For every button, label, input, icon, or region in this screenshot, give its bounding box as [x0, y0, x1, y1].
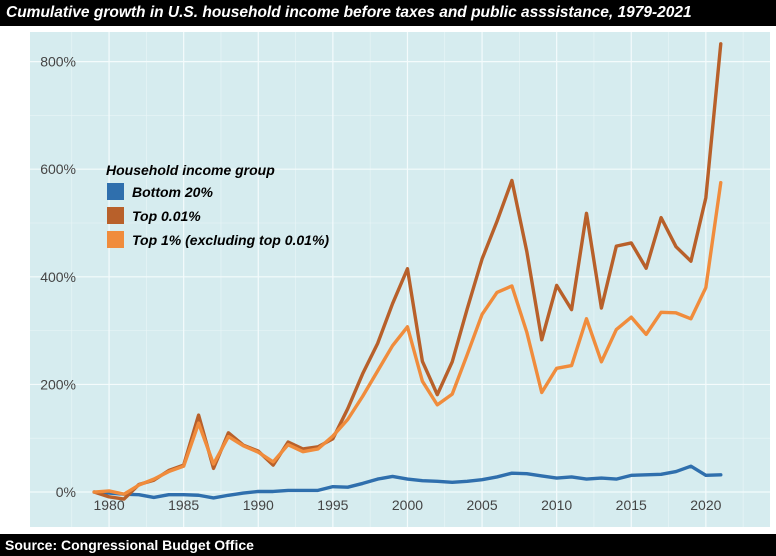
- chart-title: Cumulative growth in U.S. household inco…: [0, 0, 776, 26]
- x-tick-label: 1985: [168, 497, 199, 513]
- x-tick-label: 1980: [93, 497, 124, 513]
- legend-swatch: [107, 231, 124, 248]
- legend-label: Bottom 20%: [132, 184, 213, 200]
- x-tick-label: 2020: [690, 497, 721, 513]
- x-tick-label: 1990: [243, 497, 274, 513]
- axis-tick-labels: 0% 200% 400% 600% 800% 1980 1985 1990 1995 2000 20…: [40, 54, 721, 513]
- legend-label: Top 1% (excluding top 0.01%): [132, 232, 329, 248]
- series-line-bottom-20: [92, 464, 723, 500]
- x-tick-label: 2000: [392, 497, 423, 513]
- grid-lines: [30, 32, 770, 547]
- legend-swatch: [107, 207, 124, 224]
- series-line-top-0-01: [92, 42, 723, 501]
- y-tick-label: 200%: [40, 376, 76, 392]
- series-line-top-1-excluding-top-0-01: [92, 180, 723, 496]
- x-tick-label: 2010: [541, 497, 572, 513]
- y-tick-label: 600%: [40, 161, 76, 177]
- y-tick-label: 0%: [56, 484, 76, 500]
- plot-background: [30, 32, 770, 527]
- source-note: Source: Congressional Budget Office: [0, 534, 776, 556]
- series-lines: [92, 42, 723, 501]
- x-tick-label: 1995: [317, 497, 348, 513]
- x-tick-label: 2005: [466, 497, 497, 513]
- legend-swatch: [107, 183, 124, 200]
- x-tick-label: 2015: [616, 497, 647, 513]
- y-tick-label: 800%: [40, 54, 76, 70]
- legend: Household income group Bottom 20% Top 0.0…: [106, 162, 329, 248]
- legend-label: Top 0.01%: [132, 208, 201, 224]
- y-tick-label: 400%: [40, 269, 76, 285]
- legend-title: Household income group: [106, 162, 275, 178]
